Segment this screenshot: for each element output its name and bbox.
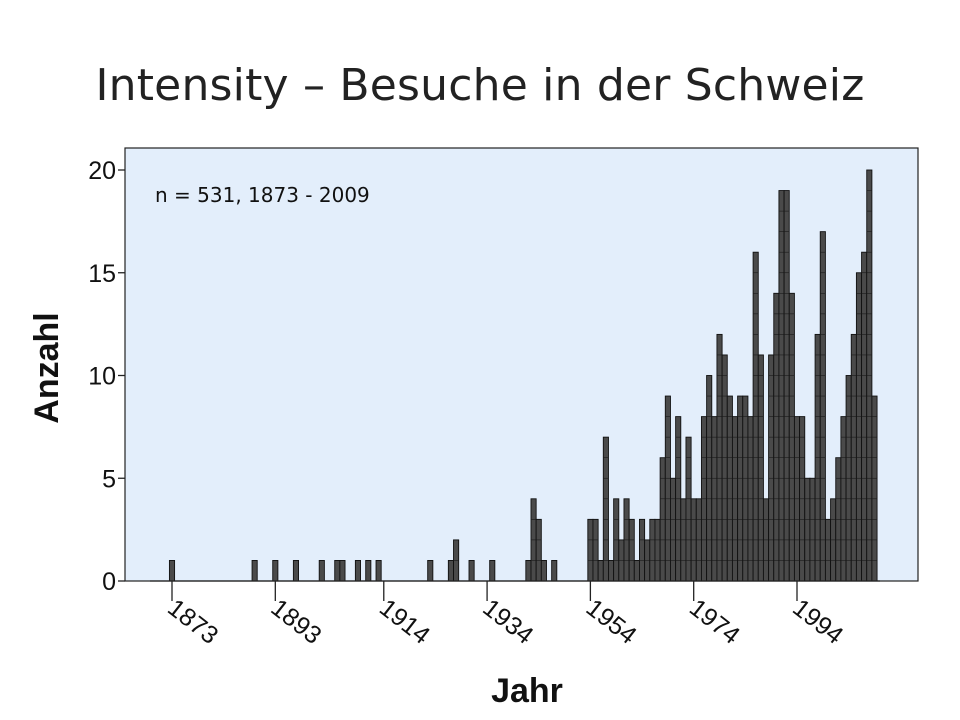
bar-1909 (354, 560, 361, 582)
bar-1897 (292, 560, 300, 582)
bar-2006 (855, 272, 863, 582)
bar-1963 (633, 560, 640, 582)
bar-1980 (721, 354, 728, 582)
bar-1945 (540, 560, 547, 582)
bar-1956 (597, 560, 604, 582)
y-tick-label: 0 (102, 568, 116, 596)
y-tick-label: 5 (102, 465, 116, 493)
bar-1984 (742, 395, 749, 582)
bar-1983 (737, 395, 744, 582)
bar-1923 (427, 560, 434, 582)
bar-1967 (654, 518, 661, 582)
bar-1992 (783, 190, 790, 582)
bar-1999 (819, 231, 826, 582)
bar-1962 (628, 518, 635, 582)
bar-1873 (168, 560, 176, 582)
bar-1906 (339, 560, 346, 582)
bar-1944 (535, 518, 542, 582)
bar-1957 (602, 436, 609, 582)
bar-1969 (664, 395, 671, 582)
bar-1911 (365, 560, 372, 582)
x-tick-label: 1954 (581, 594, 642, 650)
y-tick-label: 20 (88, 157, 116, 185)
bar-1981 (726, 395, 733, 582)
x-tick-label: 1893 (266, 594, 327, 650)
bar-1958 (608, 560, 615, 582)
bar-1964 (639, 518, 646, 582)
y-axis-ticks: 0 5 10 15 20 (88, 157, 125, 596)
x-tick-label: 1974 (684, 594, 745, 650)
bar-1913 (375, 560, 382, 582)
x-axis-title: Jahr (491, 672, 563, 710)
bar-1955 (592, 518, 599, 582)
bar-1973 (685, 436, 692, 582)
bar-1927 (447, 560, 454, 582)
x-tick-label: 1994 (787, 594, 848, 650)
bar-1989 (768, 354, 775, 582)
bar-2000 (824, 518, 832, 582)
x-tick-label: 1934 (477, 594, 538, 650)
bar-1966 (649, 518, 656, 582)
bar-1905 (334, 560, 341, 582)
y-tick-label: 10 (88, 363, 116, 391)
x-tick-label: 1914 (374, 594, 435, 650)
bar-1970 (670, 477, 677, 582)
bar-1935 (489, 560, 496, 582)
y-axis-title: Anzahl (28, 312, 66, 423)
bar-1893 (272, 560, 279, 582)
bar-1931 (468, 560, 475, 582)
bar-1942 (525, 560, 532, 582)
bar-2009 (871, 395, 878, 582)
x-tick-label: 1873 (162, 594, 223, 650)
slide-title: Intensity – Besuche in der Schweiz (95, 60, 865, 111)
bar-1991 (778, 190, 785, 582)
bar-1987 (757, 354, 764, 582)
bar-1997 (809, 477, 816, 582)
bar-1889 (251, 560, 258, 582)
bar-1954 (587, 518, 594, 582)
bar-1947 (551, 560, 558, 582)
sample-annotation: n = 531, 1873 - 2009 (155, 183, 370, 207)
bar-1996 (804, 477, 811, 582)
x-axis-ticks: 1873 1893 1914 1934 1954 1974 1994 (162, 581, 848, 650)
y-tick-label: 15 (88, 260, 116, 288)
bar-1902 (318, 560, 325, 582)
